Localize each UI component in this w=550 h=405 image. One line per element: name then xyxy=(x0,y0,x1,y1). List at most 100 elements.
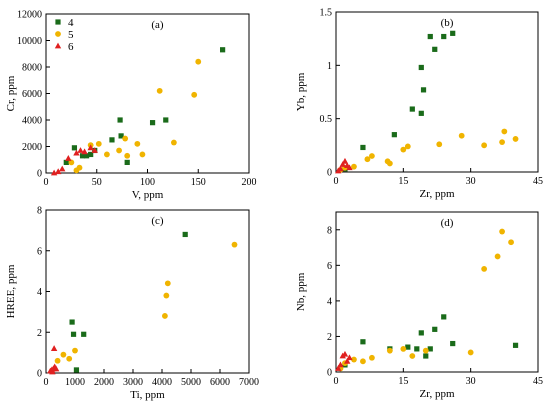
panel-b-x-tick-label: 15 xyxy=(398,176,408,187)
panel-d-point-series-4 xyxy=(423,353,429,359)
panel-a-point-series-5 xyxy=(68,159,75,166)
panel-a-point-series-5 xyxy=(195,58,202,65)
panel-a-point-series-4 xyxy=(163,117,169,123)
panel-a-y-tick-label: 12000 xyxy=(17,10,42,21)
panel-c-point-series-6 xyxy=(49,368,56,375)
panel-b-point-series-4 xyxy=(432,46,438,52)
panel-c-point-series-5 xyxy=(66,355,73,362)
panel-a-point-series-6 xyxy=(59,165,66,172)
panel-d-point-series-5 xyxy=(499,228,505,235)
panel-b-point-series-4 xyxy=(409,106,415,112)
panel-c-y-tick-label: 4 xyxy=(37,287,42,298)
panel-b-point-series-5 xyxy=(512,136,519,142)
panel-c-x-tick-label: 3000 xyxy=(123,377,143,388)
panel-a-point-series-6 xyxy=(81,148,88,155)
panel-c: 0 1000 2000 3000 4000 5000 6000 7000 0 2 4 6 8 Ti, pp… xyxy=(5,206,259,402)
panel-b-point-series-6 xyxy=(339,161,346,167)
panel-c-y-tick-label: 2 xyxy=(37,328,42,339)
legend: 456 xyxy=(54,17,74,53)
panel-d-point-series-5 xyxy=(351,356,357,363)
panel-a-y-tick-label: 0 xyxy=(37,169,42,180)
panel-a-x-tick-label: 200 xyxy=(242,177,257,188)
panel-d-point-series-6 xyxy=(335,365,342,371)
panel-a-y-tick-label: 2000 xyxy=(22,142,42,153)
panel-c-label: (c) xyxy=(151,215,164,227)
panel-a-point-series-5 xyxy=(76,164,83,171)
panel-a-point-series-6 xyxy=(65,155,72,161)
panel-b-series-5 xyxy=(337,128,519,173)
panel-a-point-series-4 xyxy=(149,120,156,126)
panel-a-point-series-4 xyxy=(84,153,90,159)
panel-d-x-tick-label: 15 xyxy=(398,376,408,387)
panel-b-point-series-4 xyxy=(418,110,424,116)
panel-d-point-series-5 xyxy=(508,239,514,246)
panel-c-y-tick-label: 6 xyxy=(37,246,42,257)
panel-a-point-series-4 xyxy=(109,137,115,143)
panel-c-point-series-5 xyxy=(54,357,61,364)
panel-c-x-axis-label: Ti, ppm xyxy=(130,389,165,401)
panel-a-point-series-4 xyxy=(118,133,124,139)
panel-b-point-series-4 xyxy=(441,33,447,40)
panel-c-point-series-5 xyxy=(72,347,78,354)
panel-d-series-6 xyxy=(335,350,353,371)
panel-a-point-series-4 xyxy=(124,159,130,165)
panel-a-point-series-6 xyxy=(91,147,98,153)
panel-c-y-axis-label: HREE, ppm xyxy=(5,264,17,318)
panel-b-x-tick-label: 30 xyxy=(466,176,476,187)
panel-b-point-series-6 xyxy=(341,157,349,164)
panel-d-y-tick-label: 4 xyxy=(327,296,332,307)
panel-b-x-tick-label: 45 xyxy=(533,176,543,187)
panel-c-series-4 xyxy=(69,231,188,373)
panel-c-x-tick-label: 5000 xyxy=(181,377,201,388)
panel-a-point-series-5 xyxy=(95,140,102,147)
panel-c-x-tick-label: 7000 xyxy=(239,377,259,388)
panel-b-label: (b) xyxy=(441,17,454,29)
panel-d-point-series-4 xyxy=(418,330,424,336)
panel-d: 0 15 30 45 0 2 4 6 8 Zr, ppm Nb, ppm (d) xyxy=(295,211,543,400)
panel-d-point-series-5 xyxy=(494,253,501,260)
panel-d-y-tick-label: 0 xyxy=(327,368,332,379)
panel-a: 0 50 100 150 200020004000600080001000012000V… xyxy=(5,10,257,202)
panel-a-point-series-5 xyxy=(104,151,110,158)
panel-d-y-tick-label: 2 xyxy=(327,332,332,343)
panel-c-point-series-4 xyxy=(73,367,80,373)
panel-b-point-series-4 xyxy=(360,144,366,151)
panel-b-point-series-5 xyxy=(386,160,393,167)
panel-d-point-series-5 xyxy=(360,358,366,365)
panel-a-point-series-5 xyxy=(122,135,129,142)
panel-a-point-series-5 xyxy=(124,152,131,159)
panel-a-series-6 xyxy=(50,144,98,176)
panel-b-point-series-6 xyxy=(337,165,344,172)
panel-d-point-series-5 xyxy=(400,345,407,352)
panel-a-x-tick-label: 150 xyxy=(191,177,206,188)
panel-d-y-tick-label: 8 xyxy=(327,225,332,236)
panel-b-x-axis-label: Zr, ppm xyxy=(420,188,455,200)
panel-d-series-4 xyxy=(342,314,519,368)
panel-d-point-series-5 xyxy=(481,265,488,272)
panel-b-y-axis-label: Yb, ppm xyxy=(295,72,307,111)
panel-d-point-series-4 xyxy=(512,342,519,348)
panel-b-x-tick-label: 0 xyxy=(334,176,339,187)
panel-a-y-tick-label: 6000 xyxy=(22,89,42,100)
panel-d-point-series-6 xyxy=(337,361,344,368)
panel-a-point-series-5 xyxy=(116,147,122,154)
panel-a-x-tick-label: 50 xyxy=(92,177,102,188)
panel-c-point-series-4 xyxy=(70,331,77,337)
panel-a-series-4 xyxy=(63,47,226,165)
panel-b-frame xyxy=(335,11,539,173)
panel-b-point-series-5 xyxy=(351,163,357,170)
panel-d-series-5 xyxy=(337,228,514,372)
panel-a-x-tick-label: 100 xyxy=(140,177,155,188)
panel-c-point-series-5 xyxy=(60,351,67,358)
panel-b-point-series-5 xyxy=(400,146,407,153)
panel-c-x-tick-label: 0 xyxy=(44,377,49,388)
panel-c-x-tick-label: 2000 xyxy=(94,377,114,388)
panel-a-point-series-4 xyxy=(88,151,94,158)
panel-c-point-series-4 xyxy=(182,231,188,238)
panel-d-x-tick-label: 45 xyxy=(533,376,543,387)
panel-c-x-tick-label: 6000 xyxy=(210,377,230,388)
panel-a-y-tick-label: 10000 xyxy=(17,36,42,47)
panel-c-y-tick-label: 8 xyxy=(37,206,42,217)
panel-b-y-tick-label: 0.5 xyxy=(320,114,333,125)
